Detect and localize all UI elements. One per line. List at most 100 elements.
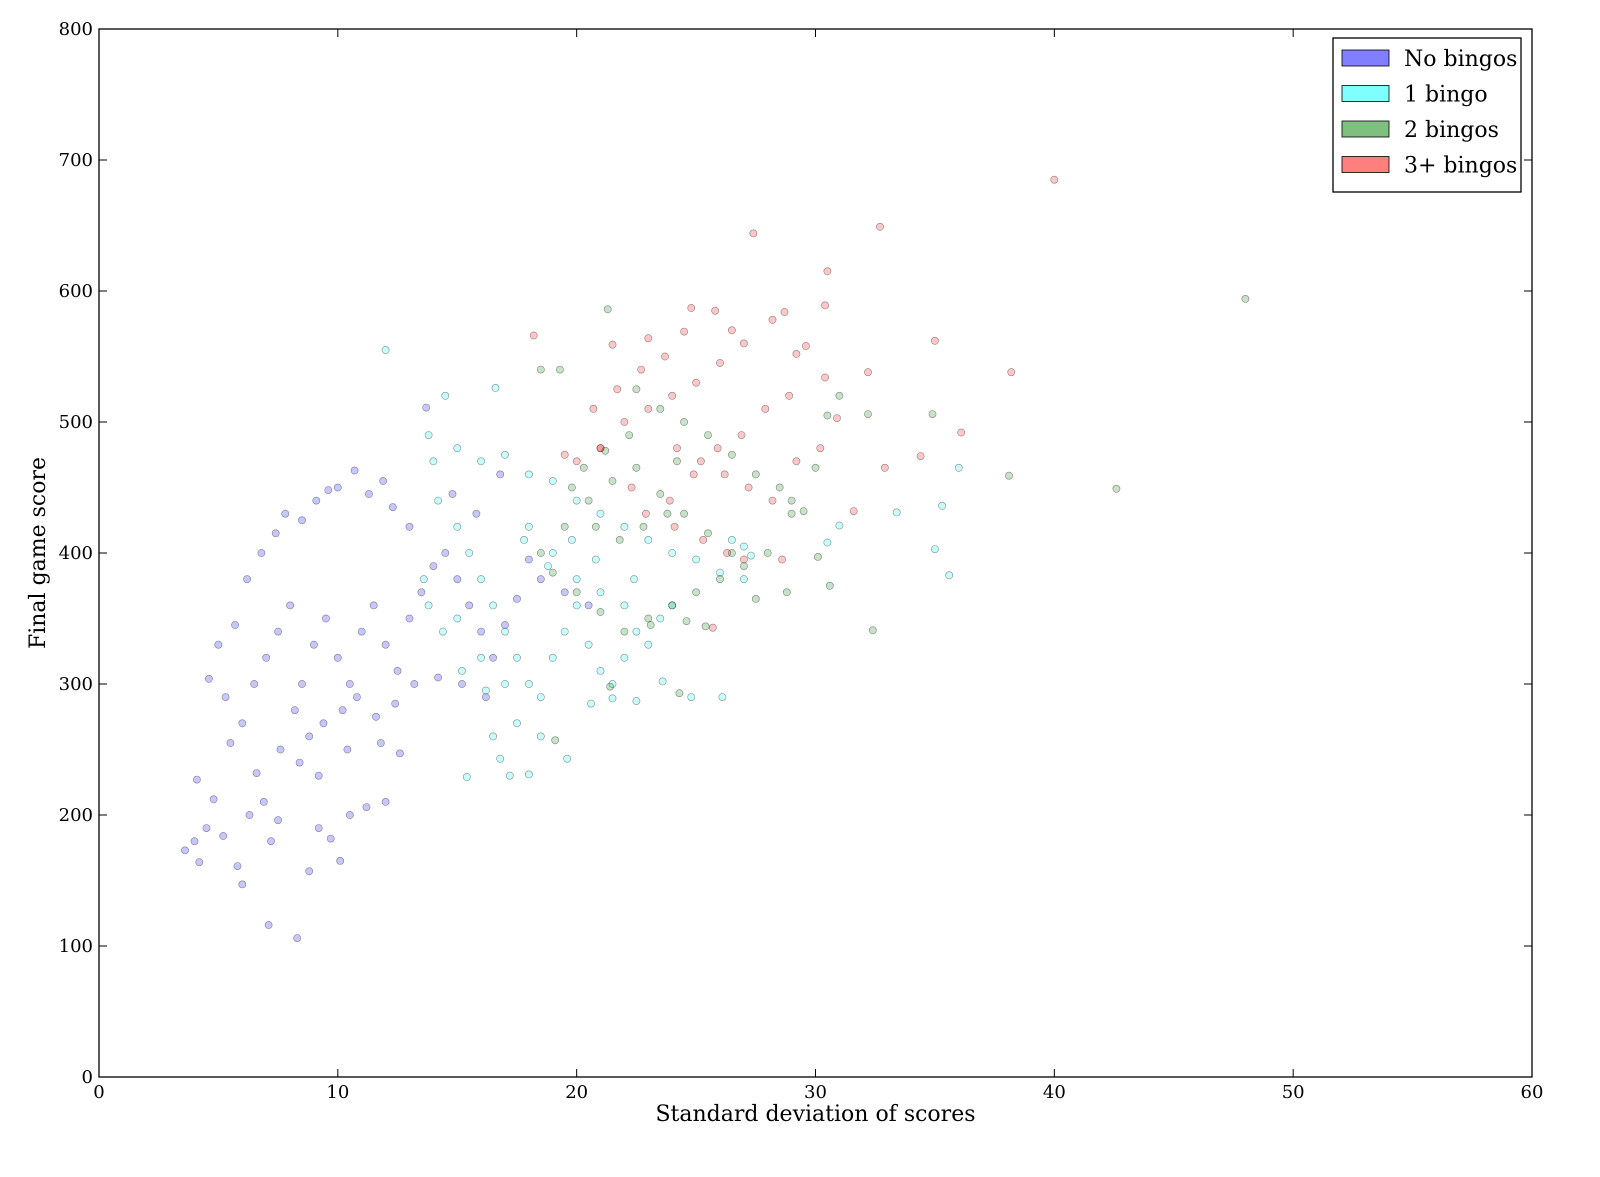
data-point bbox=[687, 693, 696, 701]
data-point bbox=[429, 562, 438, 570]
data-point bbox=[763, 549, 772, 557]
data-point bbox=[787, 509, 796, 518]
data-point bbox=[658, 677, 667, 686]
data-point bbox=[345, 811, 354, 819]
data-point bbox=[632, 697, 641, 705]
data-point bbox=[513, 595, 521, 603]
data-point bbox=[286, 601, 294, 610]
data-point bbox=[357, 627, 366, 636]
data-point bbox=[338, 706, 347, 715]
data-point bbox=[221, 693, 230, 701]
data-point bbox=[274, 816, 282, 825]
legend-swatch bbox=[1341, 120, 1390, 138]
data-point bbox=[1005, 471, 1013, 480]
data-point bbox=[563, 754, 571, 763]
y-tick-label: 800 bbox=[59, 19, 93, 40]
data-point bbox=[336, 857, 345, 865]
x-tick-label: 30 bbox=[804, 1082, 827, 1103]
data-point bbox=[670, 522, 679, 531]
data-point bbox=[298, 680, 306, 688]
data-point bbox=[782, 588, 791, 597]
data-point bbox=[395, 749, 404, 758]
data-point bbox=[632, 627, 641, 636]
y-tick-label: 500 bbox=[59, 412, 93, 433]
data-point bbox=[833, 414, 841, 422]
data-point bbox=[687, 304, 696, 312]
data-point bbox=[405, 522, 414, 531]
data-point bbox=[481, 693, 490, 701]
data-point bbox=[596, 444, 605, 453]
data-point bbox=[305, 732, 314, 741]
data-point bbox=[438, 627, 447, 636]
data-point bbox=[711, 306, 720, 315]
data-point bbox=[740, 555, 748, 564]
data-point bbox=[792, 349, 801, 358]
data-point bbox=[778, 555, 786, 564]
data-point bbox=[740, 542, 748, 551]
data-point bbox=[293, 934, 302, 942]
data-point bbox=[584, 640, 593, 649]
data-point bbox=[704, 431, 712, 439]
data-point bbox=[639, 522, 648, 531]
data-point bbox=[391, 699, 400, 708]
data-point bbox=[876, 222, 884, 231]
data-point bbox=[596, 588, 605, 597]
data-point bbox=[513, 719, 521, 728]
data-point bbox=[931, 545, 939, 553]
data-point bbox=[692, 378, 700, 387]
data-point bbox=[1112, 484, 1121, 493]
data-point bbox=[419, 575, 428, 584]
x-tick-label: 0 bbox=[93, 1082, 104, 1103]
data-point bbox=[424, 431, 433, 439]
data-point bbox=[1007, 368, 1016, 377]
plot-frame bbox=[98, 28, 1533, 1078]
legend-label: No bingos bbox=[1404, 47, 1517, 72]
data-point bbox=[646, 621, 655, 629]
data-point bbox=[314, 771, 323, 780]
data-point bbox=[644, 536, 653, 544]
data-point bbox=[560, 588, 569, 597]
data-point bbox=[520, 536, 528, 544]
data-point bbox=[501, 450, 509, 459]
data-point bbox=[945, 571, 954, 580]
data-point bbox=[572, 601, 581, 610]
data-point bbox=[501, 680, 509, 688]
data-point bbox=[749, 229, 758, 238]
data-point bbox=[835, 521, 844, 530]
data-point bbox=[489, 653, 497, 662]
data-point bbox=[453, 614, 462, 623]
data-point bbox=[680, 418, 688, 426]
data-point bbox=[740, 339, 748, 348]
data-point bbox=[352, 693, 361, 701]
data-point bbox=[663, 509, 672, 518]
data-point bbox=[369, 601, 378, 610]
data-point bbox=[740, 575, 748, 584]
data-point bbox=[572, 457, 581, 466]
data-point bbox=[271, 529, 280, 538]
data-point bbox=[290, 706, 299, 715]
data-point bbox=[465, 549, 474, 557]
data-point bbox=[536, 575, 545, 584]
data-point bbox=[692, 588, 700, 597]
series-1 bbox=[381, 346, 963, 781]
data-point bbox=[548, 568, 557, 577]
data-point bbox=[656, 404, 665, 413]
data-point bbox=[298, 516, 306, 525]
data-point bbox=[441, 391, 450, 400]
data-point bbox=[536, 732, 545, 741]
data-point bbox=[816, 444, 825, 453]
data-point bbox=[928, 410, 937, 418]
data-point bbox=[453, 444, 462, 453]
data-point bbox=[350, 466, 359, 475]
data-point bbox=[525, 522, 533, 531]
x-tick-label: 40 bbox=[1043, 1082, 1066, 1103]
data-point bbox=[560, 522, 569, 531]
data-point bbox=[513, 653, 521, 662]
y-axis-ticks: 0 100 200 300 400 500 600 700 800 bbox=[59, 19, 1532, 1088]
data-point bbox=[931, 336, 939, 345]
data-point bbox=[780, 308, 789, 316]
data-point bbox=[491, 383, 500, 392]
data-point bbox=[388, 503, 397, 512]
data-point bbox=[821, 373, 829, 382]
